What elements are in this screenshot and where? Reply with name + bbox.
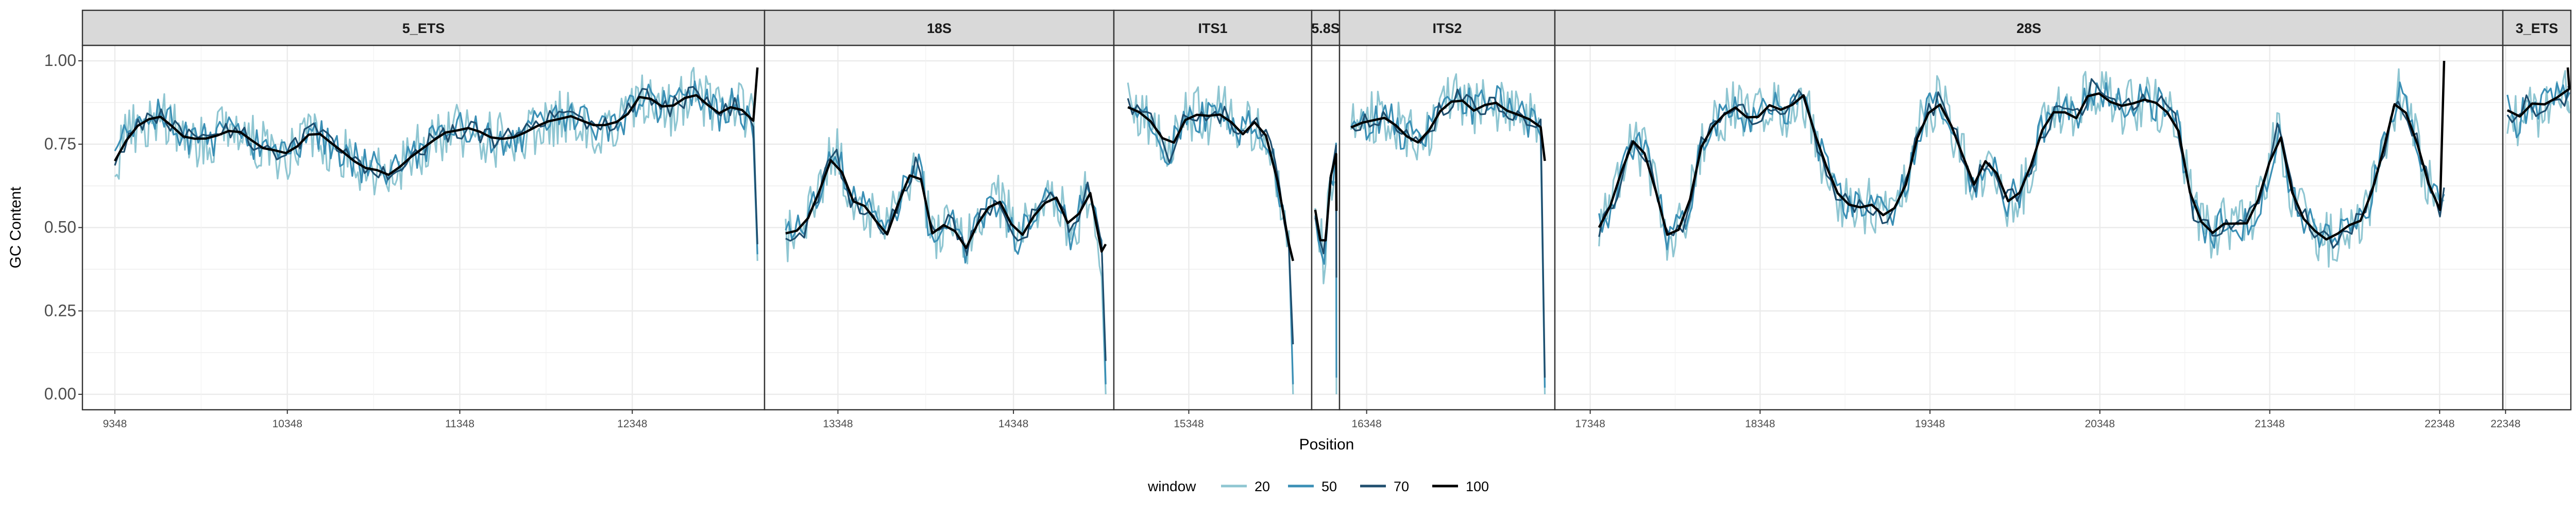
- series-line-window-100: [2506, 67, 2571, 118]
- y-tick-label: 0.75: [44, 135, 76, 153]
- legend: window 20 50 70 100: [1147, 478, 1489, 494]
- y-axis-title: GC Content: [7, 187, 24, 269]
- legend-entry-label: 50: [1321, 479, 1337, 494]
- facet-strip: [1113, 9, 1313, 46]
- facet-strip-label: 5.8S: [1311, 21, 1340, 36]
- legend-entry-label: 70: [1394, 479, 1409, 494]
- y-tick-label: 0.25: [44, 301, 76, 320]
- series-line-window-20: [2506, 70, 2570, 146]
- facet-panel-5-8s: 5.8S: [1311, 9, 1341, 411]
- legend-title: window: [1147, 478, 1196, 494]
- facet-panel-its2: ITS2 16348: [1338, 9, 1556, 430]
- facet-strip: [81, 9, 766, 46]
- legend-entry-label: 20: [1255, 479, 1270, 494]
- y-tick-label: 1.00: [44, 51, 76, 70]
- series-line-window-100: [1350, 99, 1546, 161]
- x-tick-label: 11348: [445, 418, 474, 430]
- series-line-window-100: [1314, 153, 1338, 242]
- facet-strip-label: 18S: [927, 21, 952, 36]
- x-tick-label: 9348: [103, 418, 127, 430]
- x-tick-label: 18348: [1745, 418, 1775, 430]
- facet-strip: [1311, 9, 1341, 46]
- series-line-window-100: [113, 67, 759, 176]
- series-line-window-50: [1127, 102, 1294, 385]
- facet-strip: [2502, 9, 2572, 46]
- y-tick-label: 0.00: [44, 385, 76, 403]
- series-line-window-20: [114, 66, 758, 261]
- facet-panel-5-ets: 5_ETS 9348 10348 11348 12348: [81, 9, 766, 430]
- legend-entry-label: 100: [1466, 479, 1489, 494]
- facet-strip: [764, 9, 1115, 46]
- facet-strip-label: 3_ETS: [2516, 21, 2558, 36]
- x-tick-label: 14348: [998, 418, 1028, 430]
- series-line-window-100: [1127, 106, 1294, 261]
- x-tick-label: 16348: [1351, 418, 1381, 430]
- series-line-window-100: [785, 159, 1107, 253]
- facet-panel-its1: ITS1 15348: [1113, 9, 1313, 430]
- x-tick-label: 19348: [1915, 418, 1945, 430]
- x-tick-label: 22348: [2490, 418, 2520, 430]
- facet-panel-3-ets: 3_ETS 22348: [2490, 9, 2572, 430]
- series-line-window-70: [1350, 89, 1546, 378]
- x-tick-label: 22348: [2425, 418, 2454, 430]
- facet-strip-label: ITS1: [1198, 21, 1227, 36]
- series-line-window-50: [1598, 81, 2445, 250]
- series-line-window-20: [1598, 68, 2445, 268]
- x-tick-label: 10348: [272, 418, 302, 430]
- x-tick-label: 12348: [617, 418, 647, 430]
- y-tick-label: 0.50: [44, 218, 76, 237]
- x-tick-label: 21348: [2255, 418, 2284, 430]
- x-tick-label: 15348: [1174, 418, 1204, 430]
- series-line-window-50: [2506, 82, 2570, 139]
- series-line-window-70: [785, 148, 1107, 361]
- facet-strip-label: ITS2: [1432, 21, 1462, 36]
- facet-panel-28s: 28S 17348 18348 19348 20348 21348 22348: [1554, 9, 2504, 430]
- series-line-window-50: [1350, 85, 1546, 388]
- facet-strip: [1554, 9, 2504, 46]
- x-axis-title: Position: [1299, 436, 1354, 453]
- series-line-window-50: [114, 80, 758, 255]
- facet-strip-label: 5_ETS: [402, 21, 445, 36]
- facet-strip: [1338, 9, 1556, 46]
- series-line-window-100: [1598, 60, 2446, 241]
- x-tick-label: 20348: [2085, 418, 2115, 430]
- facet-panel-18s: 18S 13348 14348: [764, 9, 1115, 430]
- x-tick-label: 17348: [1575, 418, 1605, 430]
- x-tick-label: 13348: [823, 418, 853, 430]
- facet-strip-label: 28S: [2016, 21, 2041, 36]
